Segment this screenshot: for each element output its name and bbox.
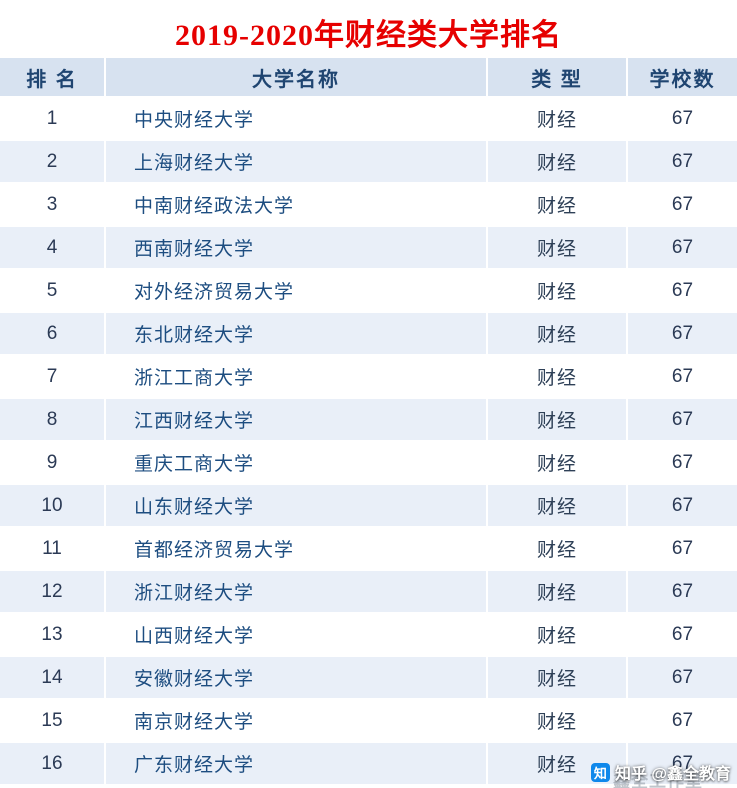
watermark-ghost-text: 鑫全工作室 [613, 772, 703, 788]
school-count-cell: 67 [628, 442, 737, 485]
university-name-cell: 广东财经大学 [106, 743, 488, 786]
university-name-cell: 上海财经大学 [106, 141, 488, 184]
school-count-cell: 67 [628, 700, 737, 743]
type-cell: 财经 [488, 485, 628, 528]
table-row: 2 上海财经大学 财经 67 [0, 141, 737, 184]
school-count-cell: 67 [628, 141, 737, 184]
school-count-cell: 67 [628, 485, 737, 528]
rank-cell: 10 [0, 485, 106, 528]
university-name-cell: 东北财经大学 [106, 313, 488, 356]
rank-cell: 3 [0, 184, 106, 227]
type-cell: 财经 [488, 313, 628, 356]
type-cell: 财经 [488, 270, 628, 313]
school-count-cell: 67 [628, 356, 737, 399]
watermark-text: 知乎 @鑫全教育 [614, 766, 731, 783]
university-name-cell: 西南财经大学 [106, 227, 488, 270]
table-row: 6 东北财经大学 财经 67 [0, 313, 737, 356]
rank-cell: 14 [0, 657, 106, 700]
zhihu-logo-icon: 知 [590, 762, 610, 782]
rank-cell: 9 [0, 442, 106, 485]
table-row: 9 重庆工商大学 财经 67 [0, 442, 737, 485]
rank-cell: 11 [0, 528, 106, 571]
type-cell: 财经 [488, 184, 628, 227]
type-cell: 财经 [488, 571, 628, 614]
school-count-cell: 67 [628, 571, 737, 614]
rank-cell: 1 [0, 98, 106, 141]
header-row: 排 名 大学名称 类 型 学校数 [0, 58, 737, 98]
rank-cell: 13 [0, 614, 106, 657]
university-name-cell: 安徽财经大学 [106, 657, 488, 700]
table-row: 12 浙江财经大学 财经 67 [0, 571, 737, 614]
type-cell: 财经 [488, 614, 628, 657]
header-university-name: 大学名称 [106, 58, 488, 98]
university-name-cell: 南京财经大学 [106, 700, 488, 743]
rank-cell: 12 [0, 571, 106, 614]
header-type: 类 型 [488, 58, 628, 98]
header-rank: 排 名 [0, 58, 106, 98]
type-cell: 财经 [488, 700, 628, 743]
university-name-cell: 山西财经大学 [106, 614, 488, 657]
university-name-cell: 江西财经大学 [106, 399, 488, 442]
university-name-cell: 首都经济贸易大学 [106, 528, 488, 571]
school-count-cell: 67 [628, 270, 737, 313]
table-row: 5 对外经济贸易大学 财经 67 [0, 270, 737, 313]
university-name-cell: 对外经济贸易大学 [106, 270, 488, 313]
school-count-cell: 67 [628, 614, 737, 657]
table-body: 1 中央财经大学 财经 67 2 上海财经大学 财经 67 3 中南财经政法大学 财经 67 4 西南财经… [0, 98, 737, 786]
rank-cell: 7 [0, 356, 106, 399]
table-row: 8 江西财经大学 财经 67 [0, 399, 737, 442]
school-count-cell: 67 [628, 743, 737, 786]
table-row: 7 浙江工商大学 财经 67 [0, 356, 737, 399]
page-title: 2019-2020年财经类大学排名 [175, 19, 562, 52]
university-name-cell: 中南财经政法大学 [106, 184, 488, 227]
type-cell: 财经 [488, 227, 628, 270]
table-row: 15 南京财经大学 财经 67 [0, 700, 737, 743]
school-count-cell: 67 [628, 98, 737, 141]
type-cell: 财经 [488, 356, 628, 399]
rank-cell: 16 [0, 743, 106, 786]
type-cell: 财经 [488, 141, 628, 184]
header-school-count: 学校数 [628, 58, 737, 98]
type-cell: 财经 [488, 399, 628, 442]
rank-cell: 5 [0, 270, 106, 313]
type-cell: 财经 [488, 528, 628, 571]
type-cell: 财经 [488, 442, 628, 485]
watermark: 知 知乎 @鑫全教育 [590, 760, 731, 784]
table-row: 10 山东财经大学 财经 67 [0, 485, 737, 528]
university-name-cell: 中央财经大学 [106, 98, 488, 141]
school-count-cell: 67 [628, 399, 737, 442]
ranking-table: 排 名 大学名称 类 型 学校数 1 中央财经大学 财经 67 2 上海财经大学 财经 67 3… [0, 58, 737, 786]
university-name-cell: 山东财经大学 [106, 485, 488, 528]
university-name-cell: 浙江工商大学 [106, 356, 488, 399]
rank-cell: 8 [0, 399, 106, 442]
table-row: 14 安徽财经大学 财经 67 [0, 657, 737, 700]
table-row: 4 西南财经大学 财经 67 [0, 227, 737, 270]
table-row: 1 中央财经大学 财经 67 [0, 98, 737, 141]
university-name-cell: 浙江财经大学 [106, 571, 488, 614]
rank-cell: 4 [0, 227, 106, 270]
table-row: 13 山西财经大学 财经 67 [0, 614, 737, 657]
table-row: 11 首都经济贸易大学 财经 67 [0, 528, 737, 571]
rank-cell: 15 [0, 700, 106, 743]
school-count-cell: 67 [628, 184, 737, 227]
school-count-cell: 67 [628, 657, 737, 700]
rank-cell: 2 [0, 141, 106, 184]
university-name-cell: 重庆工商大学 [106, 442, 488, 485]
type-cell: 财经 [488, 657, 628, 700]
school-count-cell: 67 [628, 528, 737, 571]
table-row: 3 中南财经政法大学 财经 67 [0, 184, 737, 227]
school-count-cell: 67 [628, 313, 737, 356]
school-count-cell: 67 [628, 227, 737, 270]
rank-cell: 6 [0, 313, 106, 356]
type-cell: 财经 [488, 98, 628, 141]
